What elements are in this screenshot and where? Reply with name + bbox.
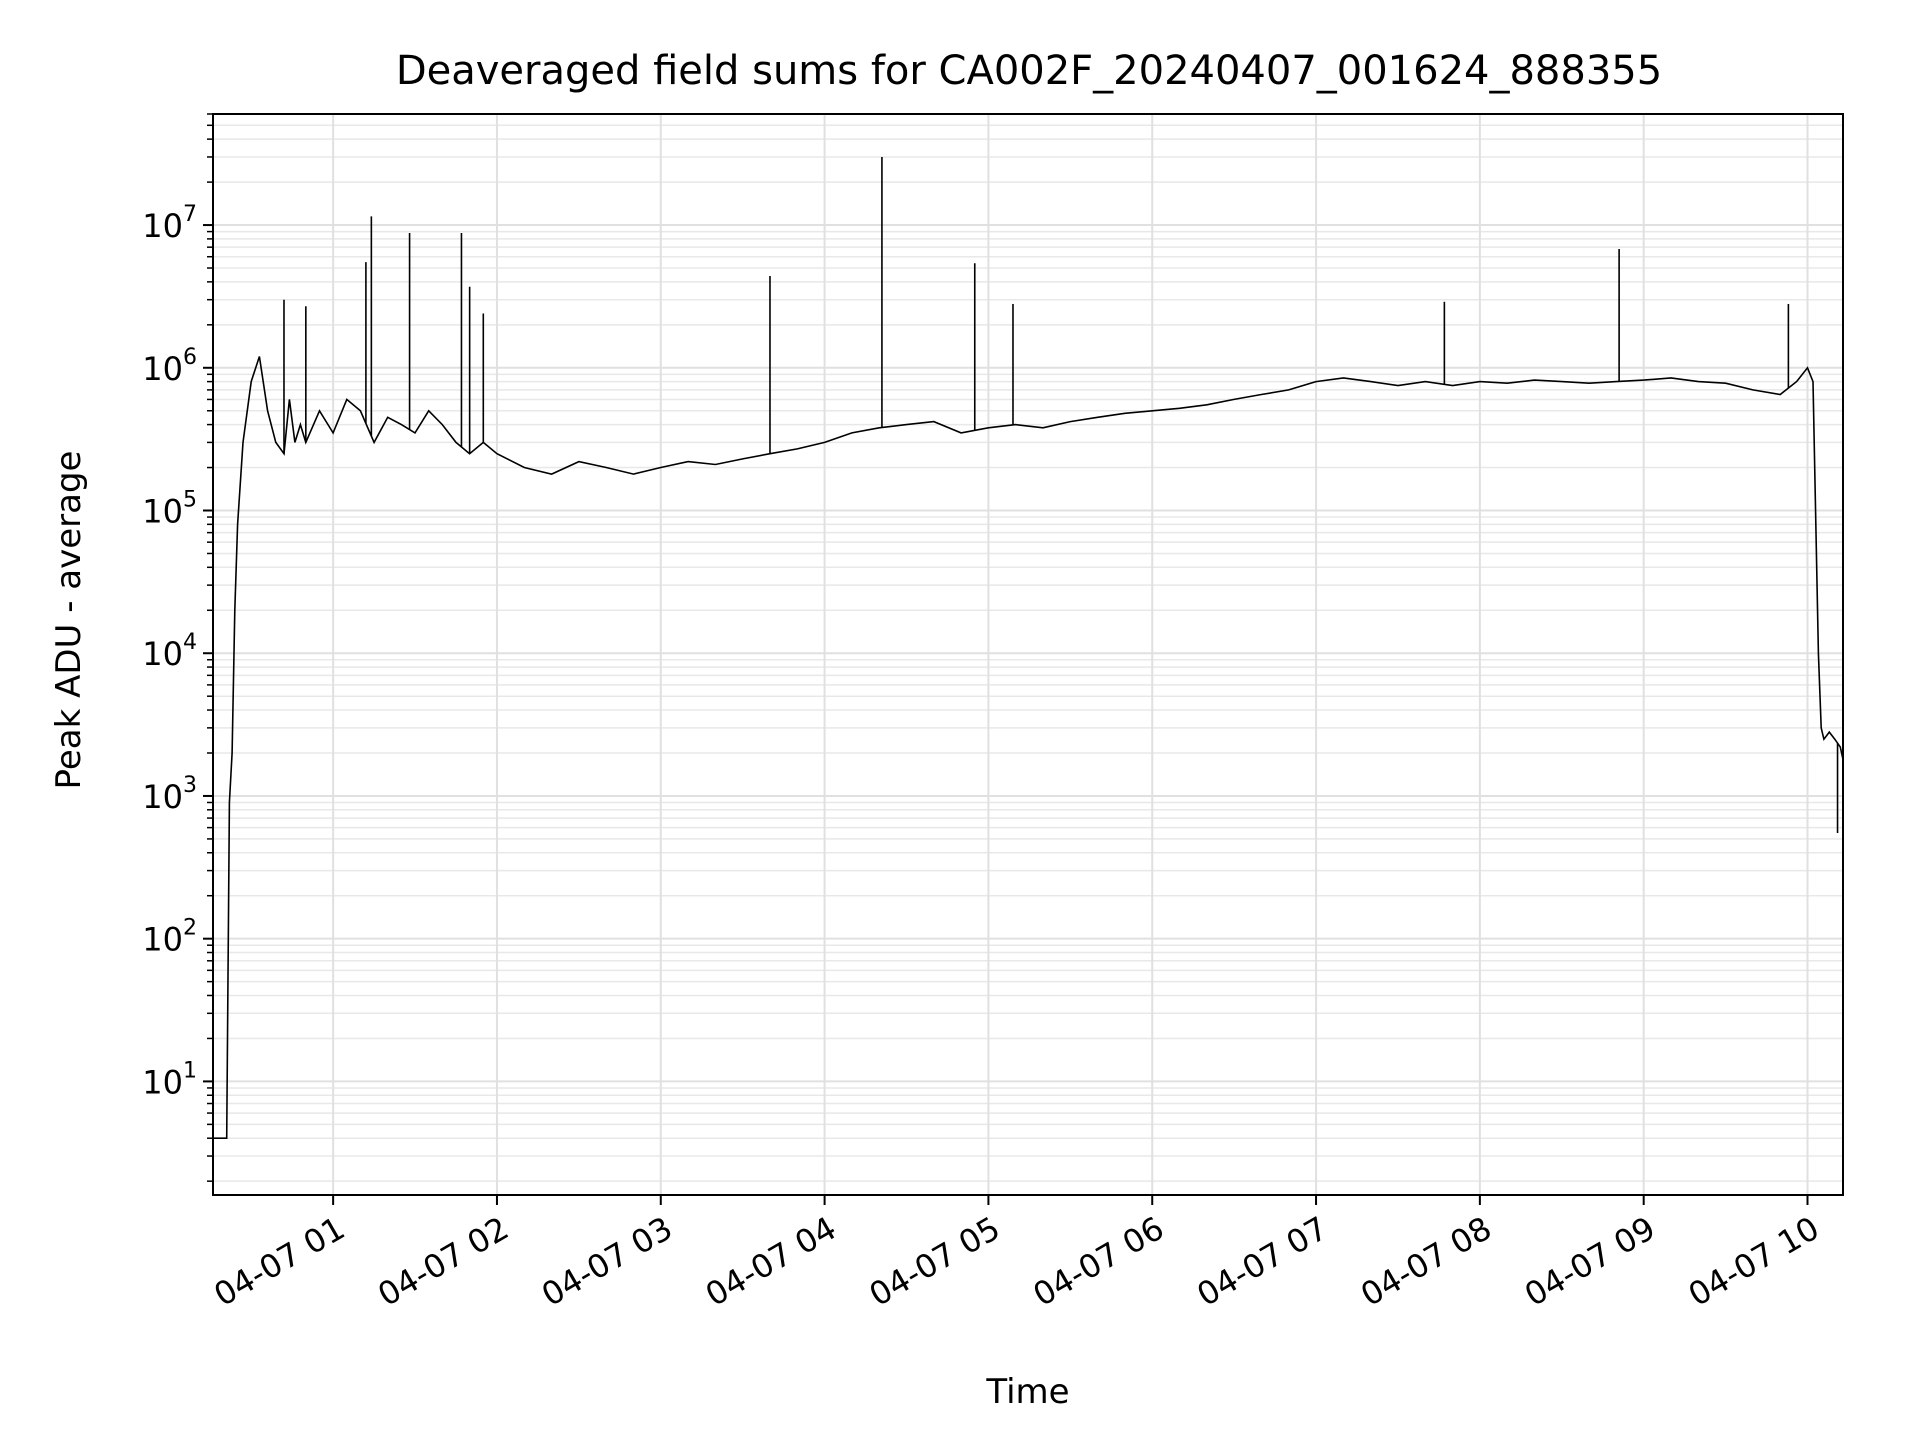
y-tick-exponent: 7 (183, 202, 197, 227)
y-tick-label: 105 (142, 488, 197, 531)
y-tick-base: 10 (142, 1063, 183, 1101)
y-tick-label: 102 (142, 916, 197, 959)
y-tick-exponent: 4 (183, 630, 197, 655)
x-axis-label: Time (985, 1372, 1069, 1412)
y-tick-label: 103 (142, 773, 197, 816)
y-tick-exponent: 2 (183, 916, 197, 941)
y-tick-exponent: 1 (183, 1058, 197, 1083)
y-tick-base: 10 (142, 350, 183, 388)
y-tick-label: 106 (142, 345, 197, 388)
y-tick-base: 10 (142, 207, 183, 245)
y-tick-exponent: 6 (183, 345, 197, 370)
y-tick-exponent: 5 (183, 488, 197, 513)
y-tick-label: 104 (142, 630, 197, 673)
y-tick-label: 101 (142, 1058, 197, 1101)
chart-title: Deaveraged field sums for CA002F_2024040… (396, 48, 1662, 94)
series-group (213, 156, 1844, 1139)
grid (213, 113, 1843, 1195)
series-line (213, 356, 1844, 1139)
y-tick-base: 10 (142, 921, 183, 959)
y-tick-base: 10 (142, 493, 183, 531)
y-tick-label: 107 (142, 202, 197, 245)
plot-frame (212, 113, 1844, 1196)
y-tick-base: 10 (142, 778, 183, 816)
y-tick-base: 10 (142, 635, 183, 673)
y-tick-exponent: 3 (183, 773, 197, 798)
y-axis-label: Peak ADU - average (49, 451, 89, 790)
